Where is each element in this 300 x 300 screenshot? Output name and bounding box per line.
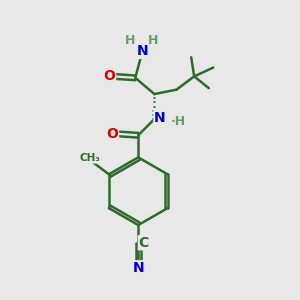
Text: O: O [107, 127, 118, 141]
Text: H: H [125, 34, 135, 47]
Text: O: O [104, 69, 116, 83]
Text: CH₃: CH₃ [79, 153, 100, 163]
Text: N: N [132, 261, 144, 275]
Text: N: N [137, 44, 148, 58]
Text: ·H: ·H [171, 115, 186, 128]
Text: C: C [138, 236, 148, 250]
Text: H: H [148, 34, 159, 47]
Text: N: N [154, 111, 166, 124]
